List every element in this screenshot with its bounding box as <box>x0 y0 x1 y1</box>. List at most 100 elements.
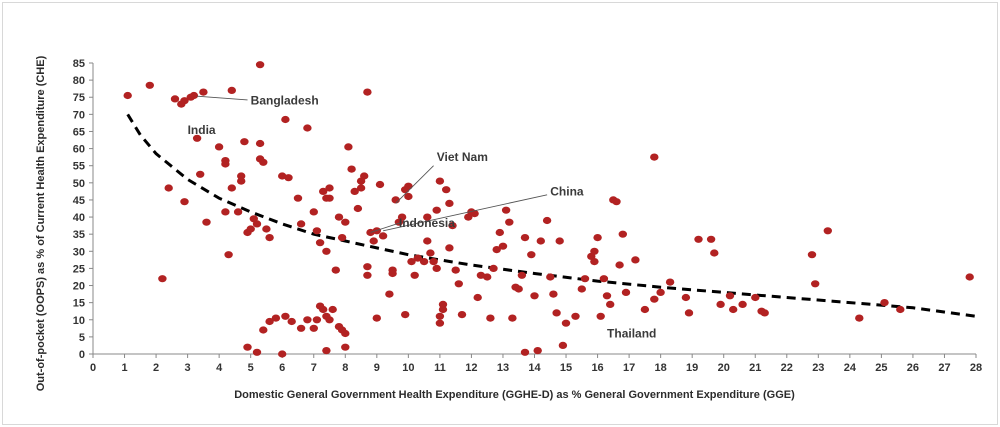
data-point <box>227 86 236 94</box>
data-point <box>265 234 274 242</box>
data-point <box>495 228 504 237</box>
data-point <box>855 314 864 322</box>
x-tick-label: 17 <box>623 362 635 374</box>
data-point <box>278 350 287 358</box>
data-point <box>363 263 372 271</box>
data-point <box>372 314 381 322</box>
data-point <box>514 285 523 293</box>
data-point <box>240 138 249 146</box>
data-point <box>492 246 501 254</box>
data-point <box>221 160 230 168</box>
x-axis-title: Domestic General Government Health Expen… <box>234 389 795 401</box>
data-point <box>158 275 167 283</box>
data-point <box>580 275 590 283</box>
data-point <box>489 264 498 272</box>
data-point <box>426 249 435 257</box>
data-point <box>451 266 460 274</box>
data-point <box>202 218 211 226</box>
data-point <box>363 271 372 279</box>
data-point <box>281 312 290 320</box>
x-tick-label: 4 <box>216 362 223 374</box>
data-point <box>164 184 173 192</box>
y-tick-label: 50 <box>73 178 85 190</box>
data-point <box>353 204 363 213</box>
x-tick-label: 10 <box>402 362 414 374</box>
data-point <box>271 314 281 322</box>
data-point <box>388 266 397 274</box>
x-tick-label: 23 <box>812 362 824 374</box>
data-point <box>577 285 586 293</box>
y-tick-label: 65 <box>73 126 85 138</box>
x-tick-label: 6 <box>279 362 285 374</box>
y-tick-label: 45 <box>73 195 85 207</box>
y-tick-label: 85 <box>73 58 85 70</box>
x-tick-label: 16 <box>591 362 603 374</box>
data-point <box>640 305 650 314</box>
data-point <box>716 300 725 308</box>
data-point <box>542 216 552 225</box>
annotation-leader <box>370 221 403 233</box>
data-point <box>341 218 350 226</box>
data-point <box>807 251 817 259</box>
y-tick-label: 10 <box>73 315 85 327</box>
x-tick-label: 5 <box>248 362 254 374</box>
data-point <box>473 293 482 302</box>
data-point <box>237 172 246 180</box>
data-point <box>423 213 432 221</box>
data-point <box>397 213 407 221</box>
data-point <box>252 348 262 356</box>
data-point <box>196 170 205 178</box>
data-point <box>312 316 322 324</box>
y-tick-label: 35 <box>73 229 85 241</box>
y-axis-title: Out-of-pocket (OOPS) as % of Current Hea… <box>35 55 47 391</box>
data-point <box>429 258 438 266</box>
data-point <box>303 124 312 132</box>
data-point <box>413 254 422 262</box>
data-point <box>385 290 394 298</box>
x-tick-label: 0 <box>90 362 96 374</box>
data-point <box>606 300 615 308</box>
y-tick-label: 75 <box>73 92 85 104</box>
x-tick-label: 24 <box>844 362 857 374</box>
points-layer <box>123 61 974 358</box>
data-point <box>325 184 334 192</box>
x-tick-label: 9 <box>374 362 380 374</box>
data-point <box>262 225 271 233</box>
data-point <box>650 295 659 303</box>
data-point <box>410 271 419 279</box>
data-point <box>681 293 691 302</box>
data-point <box>880 299 889 307</box>
x-tick-label: 7 <box>311 362 317 374</box>
data-point <box>486 314 495 322</box>
data-point <box>612 198 621 206</box>
data-point <box>593 234 602 242</box>
data-point <box>546 273 555 281</box>
data-point <box>265 317 274 326</box>
data-point <box>561 319 571 327</box>
data-point <box>237 177 246 185</box>
data-point <box>896 305 905 314</box>
data-point <box>360 172 369 180</box>
data-point <box>337 234 347 242</box>
data-point <box>344 143 353 151</box>
data-point <box>435 319 445 327</box>
data-point <box>123 91 132 100</box>
data-point <box>180 97 189 105</box>
data-point <box>442 186 451 194</box>
data-point <box>729 305 738 314</box>
data-point <box>656 288 665 296</box>
data-point <box>508 314 517 322</box>
y-tick-label: 15 <box>73 298 85 310</box>
annotation-label: China <box>550 184 584 198</box>
data-point <box>618 230 627 238</box>
data-point <box>710 249 719 257</box>
data-point <box>599 275 609 283</box>
data-point <box>419 258 429 266</box>
data-point <box>621 288 631 296</box>
data-point <box>322 347 331 355</box>
data-point <box>221 208 230 216</box>
data-point <box>590 258 599 266</box>
data-point <box>199 88 208 96</box>
data-point <box>517 271 527 279</box>
